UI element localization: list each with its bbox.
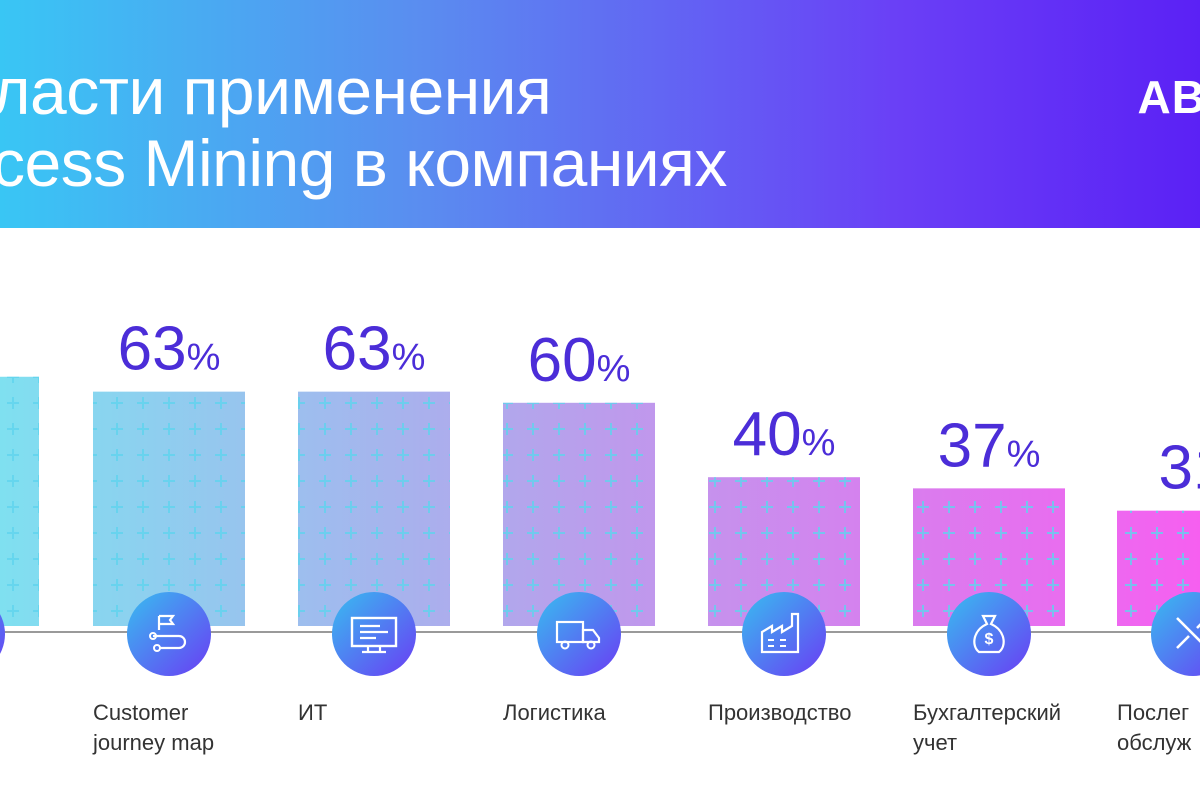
- category-label-4: Производство: [708, 700, 852, 725]
- category-label-5: Бухгалтерский учет: [913, 700, 1062, 755]
- bar-chart: %63%63%60%40%37%31 $: [0, 315, 1200, 676]
- bar-pattern-0: [0, 376, 39, 626]
- factory-icon: [760, 612, 800, 654]
- bar-pattern-2: [298, 391, 450, 626]
- category-icon-0: [0, 614, 5, 654]
- category-icon-3: [537, 592, 621, 676]
- flag-route-icon: [149, 614, 187, 652]
- tools-icon: [1176, 617, 1200, 649]
- category-label-1: Customer journey map: [93, 700, 215, 755]
- truck-icon: [555, 620, 601, 650]
- category-label-3: Логистика: [503, 700, 606, 725]
- chart-title-line-1: ласти применения: [0, 54, 552, 128]
- category-icon-2: [332, 592, 416, 676]
- value-label-6: 31: [1159, 434, 1200, 503]
- value-label-2: 63%: [323, 315, 426, 384]
- category-icon-1: [127, 592, 211, 676]
- chart-title-line-2: cess Mining в компаниях: [0, 126, 727, 200]
- value-label-1: 63%: [118, 315, 221, 384]
- value-label-5: 37%: [938, 411, 1041, 480]
- value-label-3: 60%: [528, 326, 631, 395]
- category-icon-6: [1151, 592, 1200, 676]
- bar-pattern-1: [93, 391, 245, 626]
- company-logo: AB: [1137, 71, 1200, 123]
- monitor-icon: [350, 616, 398, 654]
- title-banner: ласти применения cess Mining в компаниях…: [0, 0, 1200, 228]
- bar-pattern-3: [503, 402, 655, 626]
- category-icon-4: [742, 592, 826, 676]
- svg-text:$: $: [985, 631, 994, 648]
- category-label-6: Послег обслуж: [1117, 700, 1192, 755]
- value-label-4: 40%: [733, 400, 836, 469]
- category-icon-5: $: [947, 592, 1031, 676]
- money-bag-icon: $: [973, 614, 1005, 654]
- category-label-2: ИТ: [298, 700, 328, 725]
